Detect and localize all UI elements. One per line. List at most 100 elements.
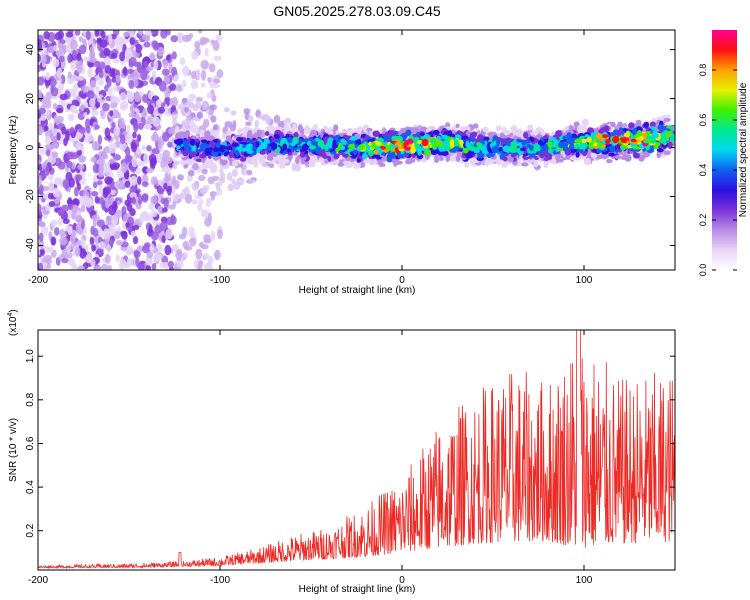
spectrogram-noise-cell	[171, 51, 177, 60]
spectrogram-noise-cell	[77, 265, 86, 270]
spectrogram-ridge-cell	[363, 159, 371, 164]
spectrogram-ridge-cell	[175, 138, 184, 146]
spectrogram-frame	[37, 29, 676, 271]
spectrogram-noise-cell	[96, 219, 106, 228]
spectrogram-ridge-cell	[357, 126, 363, 132]
spectrogram-noise-cell	[148, 202, 155, 211]
spectrogram-ridge-cell	[340, 138, 346, 145]
spectrogram-noise-cell	[137, 263, 146, 270]
spectrogram-noise-cell	[216, 69, 224, 79]
spectrogram-noise-cell	[141, 166, 148, 174]
spectrogram-noise-cell	[141, 193, 149, 203]
spectrogram-noise-cell	[178, 233, 187, 240]
spectrogram-halo-cell	[231, 178, 236, 185]
spectrogram-noise-cell	[157, 205, 163, 212]
spectrogram-noise-cell	[48, 246, 54, 254]
spectrogram-noise-cell	[62, 218, 70, 225]
spectrogram-noise-cell	[131, 196, 137, 205]
spectrogram-noise-cell	[98, 155, 105, 167]
spectrogram-noise-cell	[125, 222, 130, 228]
spectrogram-noise-cell	[111, 215, 119, 225]
spectrogram-noise-cell	[38, 210, 43, 216]
spectrogram-noise-cell	[67, 204, 73, 210]
spectrogram-ridge-cell	[495, 127, 501, 132]
spectrogram-noise-cell	[116, 112, 122, 119]
spectrogram-noise-cell	[102, 228, 110, 240]
spectrogram-noise-cell	[146, 66, 154, 72]
spectrogram-noise-cell	[108, 238, 114, 247]
spectrogram-halo-cell	[196, 111, 202, 119]
spectrogram-noise-cell	[116, 200, 121, 206]
spectrogram-ridge-cell	[372, 130, 380, 137]
spectrogram-ridge-cell	[501, 162, 508, 168]
spectrogram-ridge-cell	[568, 143, 575, 150]
spectrogram-ridge-cell	[606, 159, 613, 164]
spectrogram-noise-cell	[53, 142, 59, 149]
spectrogram-noise-cell	[90, 259, 96, 267]
spectrogram-noise-cell	[131, 156, 138, 168]
spectrogram-halo-cell	[187, 102, 195, 109]
spectrogram-ridge-cell	[529, 144, 534, 151]
spectrogram-ridge-cell	[638, 135, 644, 141]
spectrogram-ridge-cell	[614, 155, 622, 160]
spectrogram-noise-cell	[150, 133, 160, 143]
spectrogram-ridge-cell	[610, 121, 616, 128]
spectrogram-x-label: Height of straight line (km)	[299, 285, 416, 296]
spectrogram-ridge-cell	[550, 143, 558, 148]
spectrogram-noise-cell	[102, 186, 112, 195]
spectrogram-noise-cell	[212, 40, 220, 52]
spectrogram-noise-cell	[52, 187, 60, 198]
spectrogram-ridge-cell	[533, 145, 541, 152]
spectrogram-ridge-cell	[477, 142, 484, 150]
spectrogram-ridge-cell	[260, 142, 268, 150]
spectrogram-ridge-cell	[378, 161, 384, 168]
spectrogram-ridge-cell	[306, 140, 312, 146]
spectrogram-noise-cell	[68, 177, 75, 188]
spectrogram-noise-cell	[95, 85, 100, 94]
spectrogram-noise-cell	[130, 142, 138, 153]
spectrogram-noise-cell	[198, 198, 204, 206]
spectrogram-halo-cell	[184, 106, 189, 113]
spectrogram-noise-cell	[38, 142, 41, 148]
spectrogram-noise-cell	[50, 86, 59, 97]
spectrogram-ridge-cell	[434, 154, 439, 162]
spectrogram-halo-cell	[219, 168, 224, 174]
spectrogram-noise-cell	[132, 131, 137, 139]
spectrogram-ridge-cell	[465, 140, 470, 148]
spectrogram-halo-cell	[223, 107, 230, 113]
colorbar-tick-label: 0.6	[698, 114, 708, 127]
spectrogram-noise-cell	[88, 135, 94, 142]
spectrogram-halo-cell	[284, 117, 292, 124]
spectrogram-noise-cell	[206, 201, 211, 208]
spectrogram-noise-cell	[133, 249, 139, 259]
snr-x-axis: -200 -100 0 100	[28, 330, 593, 586]
spectrogram-ridge-cell	[373, 149, 379, 155]
spectrogram-ridge-cell	[509, 126, 517, 131]
spectrogram-halo-cell	[177, 174, 185, 181]
spectrogram-noise-cell	[124, 180, 131, 188]
spectrogram-halo-cell	[254, 119, 259, 128]
spectrogram-noise-cell	[78, 126, 86, 135]
spectrogram-halo-cell	[268, 163, 275, 169]
spectrogram-noise-cell	[120, 162, 128, 173]
spectrogram-noise-cell	[200, 208, 206, 217]
spectrogram-noise-cell	[99, 38, 108, 48]
spectrogram-noise-cell	[145, 256, 153, 266]
x-tick-label: 0	[399, 275, 405, 286]
spectrogram-noise-cell	[59, 236, 68, 246]
spectrogram-noise-cell	[143, 41, 151, 48]
colorbar-tick-label: 0.8	[698, 64, 708, 77]
spectrogram-noise-cell	[45, 71, 50, 81]
spectrogram-noise-cell	[38, 89, 43, 100]
spectrogram-noise-cell	[106, 77, 112, 88]
spectrogram-noise-cell	[100, 30, 106, 40]
spectrogram-ridge-cell	[246, 150, 254, 154]
spectrogram-ridge-cell	[534, 128, 540, 136]
y-tick-label: 0.4	[25, 480, 36, 494]
spectrogram-noise-cell	[45, 91, 53, 100]
spectrogram-noise-cell	[54, 226, 60, 236]
spectrogram-noise-cell	[38, 76, 45, 86]
spectrogram-noise-cell	[38, 239, 45, 250]
spectrogram-ridge-cell	[491, 146, 498, 154]
spectrogram-noise-cell	[48, 181, 55, 192]
